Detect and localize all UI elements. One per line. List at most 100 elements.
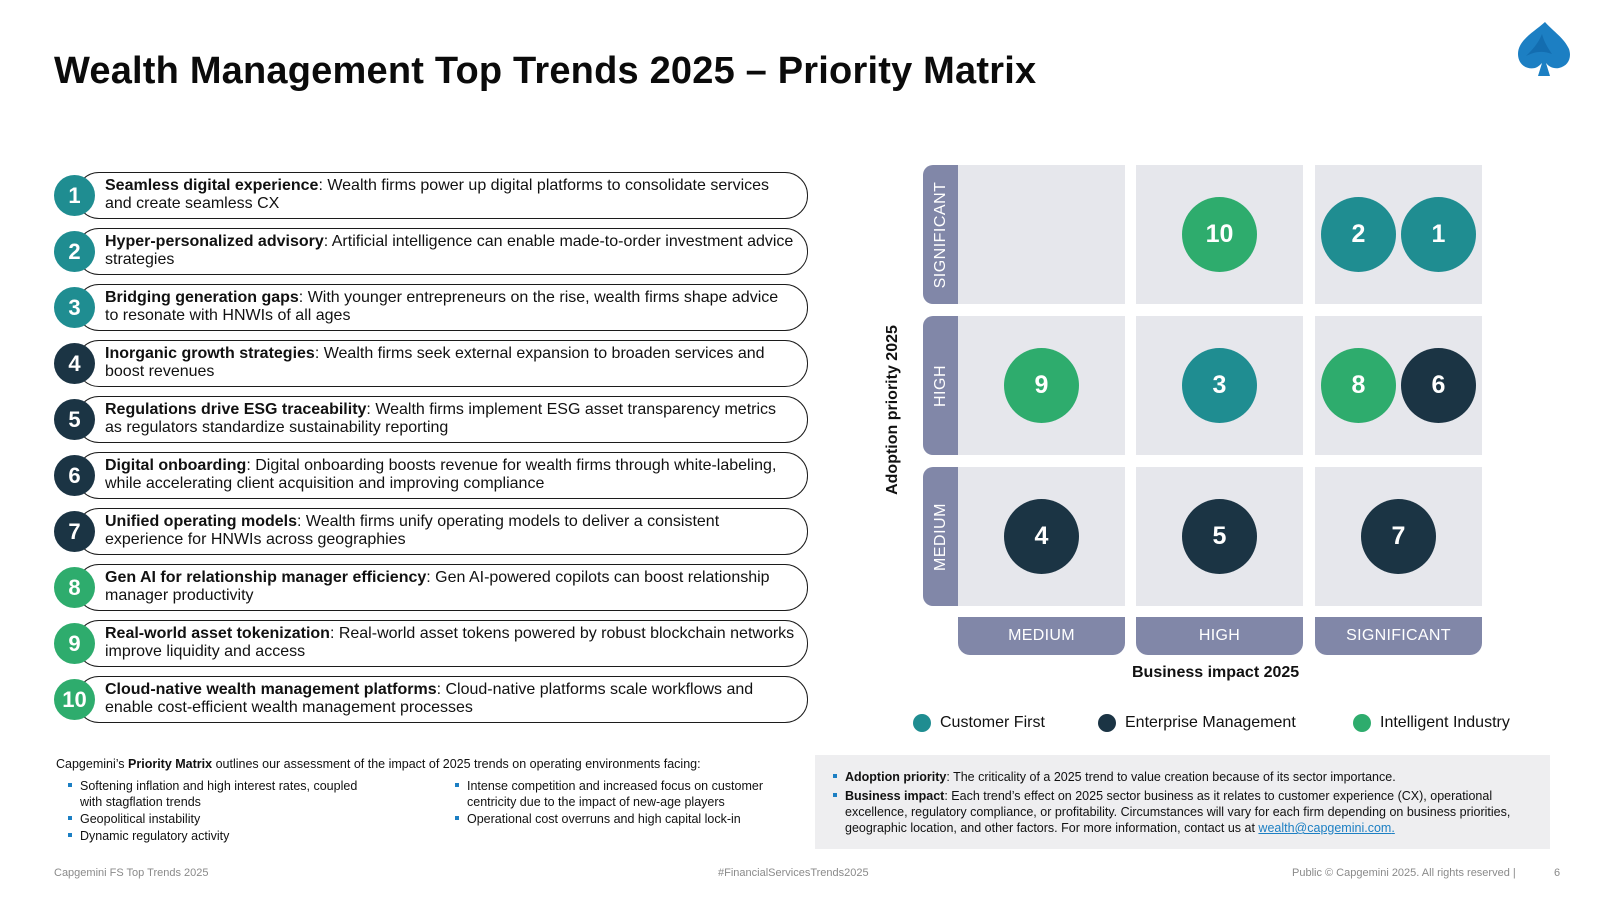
business-impact-definition: Business impact: Each trend’s effect on …	[833, 788, 1536, 836]
trend-pill	[76, 284, 808, 331]
matrix-trend-bubble: 8	[1321, 348, 1396, 423]
definitions-box: Adoption priority: The criticality of a …	[815, 755, 1550, 849]
trend-description: Bridging generation gaps: With younger e…	[105, 289, 795, 325]
intro-text-bold: Priority Matrix	[128, 757, 213, 771]
trend-item: 6 Digital onboarding: Digital onboarding …	[54, 452, 809, 499]
adoption-text: : The criticality of a 2025 trend to val…	[946, 770, 1396, 784]
page-title: Wealth Management Top Trends 2025 – Prio…	[54, 50, 1037, 92]
environment-bullet: Operational cost overruns and high capit…	[455, 811, 800, 827]
x-axis-level-label: HIGH	[1136, 617, 1303, 655]
email-suffix: .	[1391, 821, 1395, 835]
environment-bullets-right: Intense competition and increased focus …	[455, 778, 800, 828]
trend-detail: : Wealth firms implement ESG asset trans…	[105, 401, 777, 436]
matrix-trend-bubble: 5	[1182, 499, 1257, 574]
trend-item: 4 Inorganic growth strategies: Wealth fir…	[54, 340, 809, 387]
legend-label: Intelligent Industry	[1380, 714, 1510, 731]
matrix-trend-bubble: 2	[1321, 197, 1396, 272]
environment-bullets-left: Softening inflation and high interest ra…	[68, 778, 358, 845]
legend-label: Customer First	[940, 714, 1045, 731]
trend-pill	[76, 452, 808, 499]
trend-title: Digital onboarding	[105, 457, 247, 474]
trend-number-badge: 10	[54, 679, 95, 720]
footer-left: Capgemini FS Top Trends 2025	[54, 867, 209, 879]
matrix-trend-bubble: 6	[1401, 348, 1476, 423]
matrix-trend-bubble: 10	[1182, 197, 1257, 272]
y-axis-level-bar: SIGNIFICANT	[923, 165, 958, 304]
trend-description: Regulations drive ESG traceability: Weal…	[105, 401, 795, 437]
matrix-cell	[958, 165, 1125, 304]
x-axis-level-label: SIGNIFICANT	[1315, 617, 1482, 655]
capgemini-spade-logo-icon	[1518, 22, 1570, 76]
legend-label: Enterprise Management	[1125, 714, 1296, 731]
matrix-trend-bubble: 7	[1361, 499, 1436, 574]
trend-pill	[76, 620, 808, 667]
page-number: 6	[1554, 867, 1561, 879]
y-axis-level-bar: MEDIUM	[923, 467, 958, 606]
footer-hashtag: #FinancialServicesTrends2025	[718, 867, 869, 879]
adoption-priority-definition: Adoption priority: The criticality of a …	[833, 769, 1536, 785]
y-axis-title: Adoption priority 2025	[884, 325, 901, 495]
footer-copyright: Public © Capgemini 2025. All rights rese…	[1292, 867, 1516, 879]
y-axis-level-label: MEDIUM	[931, 502, 949, 571]
matrix-trend-bubble: 3	[1182, 348, 1257, 423]
trend-title: Gen AI for relationship manager efficien…	[105, 569, 427, 586]
environment-bullet: Dynamic regulatory activity	[68, 828, 358, 844]
priority-matrix-intro: Capgemini’s Priority Matrix outlines our…	[56, 757, 701, 771]
environment-bullet: Softening inflation and high interest ra…	[68, 778, 358, 810]
trend-item: 7 Unified operating models: Wealth firms …	[54, 508, 809, 555]
trend-detail: : Wealth firms power up digital platform…	[105, 177, 770, 212]
trend-detail: : Cloud-native platforms scale workflows…	[105, 681, 754, 716]
trend-description: Unified operating models: Wealth firms u…	[105, 513, 795, 549]
y-axis-level-bar: HIGH	[923, 316, 958, 455]
trend-item: 5 Regulations drive ESG traceability: Wea…	[54, 396, 809, 443]
trend-item: 1 Seamless digital experience: Wealth fir…	[54, 172, 809, 219]
trend-title: Hyper-personalized advisory	[105, 233, 324, 250]
trend-item: 10 Cloud-native wealth management platfor…	[54, 676, 809, 723]
trend-detail: : Gen AI-powered copilots can boost rela…	[105, 569, 770, 604]
trend-number-badge: 8	[54, 567, 95, 608]
trend-number-badge: 4	[54, 343, 95, 384]
trend-number-badge: 1	[54, 175, 95, 216]
trend-title: Seamless digital experience	[105, 177, 319, 194]
trend-number-badge: 9	[54, 623, 95, 664]
impact-label: Business impact	[845, 789, 945, 803]
trend-detail: : Digital onboarding boosts revenue for …	[105, 457, 777, 492]
trend-description: Digital onboarding: Digital onboarding b…	[105, 457, 795, 493]
environment-bullet: Geopolitical instability	[68, 811, 358, 827]
y-axis-level-label: SIGNIFICANT	[931, 181, 949, 288]
trend-pill	[76, 228, 808, 275]
trend-pill	[76, 396, 808, 443]
trend-number-badge: 3	[54, 287, 95, 328]
impact-text: : Each trend’s effect on 2025 sector bus…	[845, 789, 1511, 835]
intro-text-post: outlines our assessment of the impact of…	[212, 757, 701, 771]
matrix-trend-bubble: 4	[1004, 499, 1079, 574]
trend-number-badge: 7	[54, 511, 95, 552]
trend-description: Inorganic growth strategies: Wealth firm…	[105, 345, 795, 381]
trend-pill	[76, 172, 808, 219]
x-axis-title: Business impact 2025	[1132, 664, 1300, 681]
trend-number-badge: 6	[54, 455, 95, 496]
trend-description: Real-world asset tokenization: Real-worl…	[105, 625, 795, 661]
trend-item: 8 Gen AI for relationship manager efficie…	[54, 564, 809, 611]
legend-swatch	[1098, 714, 1116, 732]
trend-item: 3 Bridging generation gaps: With younger …	[54, 284, 809, 331]
trend-description: Gen AI for relationship manager efficien…	[105, 569, 795, 605]
trend-detail: : Artificial intelligence can enable mad…	[105, 233, 794, 268]
trend-number-badge: 2	[54, 231, 95, 272]
trend-description: Hyper-personalized advisory: Artificial …	[105, 233, 795, 269]
trend-pill	[76, 676, 808, 723]
trend-title: Unified operating models	[105, 513, 298, 530]
contact-email-link[interactable]: wealth@capgemini.com	[1258, 821, 1392, 835]
legend-swatch	[1353, 714, 1371, 732]
legend-swatch	[913, 714, 931, 732]
trend-title: Regulations drive ESG traceability	[105, 401, 367, 418]
adoption-label: Adoption priority	[845, 770, 947, 784]
trend-title: Cloud-native wealth management platforms	[105, 681, 437, 698]
trend-pill	[76, 508, 808, 555]
environment-bullet: Intense competition and increased focus …	[455, 778, 800, 810]
trend-pill	[76, 564, 808, 611]
trend-item: 2 Hyper-personalized advisory: Artificial…	[54, 228, 809, 275]
trend-item: 9 Real-world asset tokenization: Real-wor…	[54, 620, 809, 667]
trend-title: Inorganic growth strategies	[105, 345, 315, 362]
matrix-trend-bubble: 1	[1401, 197, 1476, 272]
